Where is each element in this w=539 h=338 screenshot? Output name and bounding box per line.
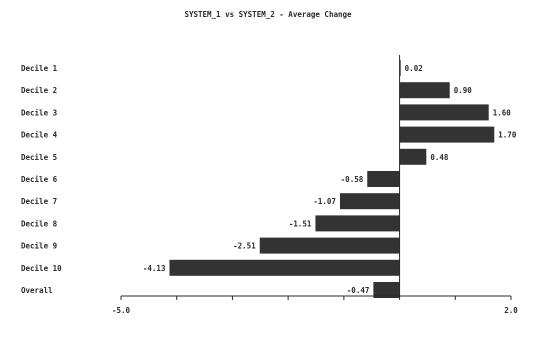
category-label-decile-1: Decile 1 — [21, 64, 58, 73]
x-tick-label-0: -5.0 — [112, 306, 131, 315]
bar-decile-10 — [169, 259, 400, 276]
category-label-decile-5: Decile 5 — [21, 153, 57, 162]
value-label-decile-8: -1.51 — [289, 219, 312, 228]
bar-decile-6 — [367, 171, 400, 187]
category-label-decile-6: Decile 6 — [21, 175, 58, 184]
bar-decile-2 — [399, 82, 450, 99]
category-label-decile-7: Decile 7 — [21, 197, 57, 206]
category-label-decile-4: Decile 4 — [21, 131, 58, 140]
category-label-decile-8: Decile 8 — [21, 219, 58, 228]
category-label-decile-9: Decile 9 — [21, 242, 58, 251]
value-label-decile-7: -1.07 — [313, 197, 336, 206]
value-label-decile-4: 1.70 — [498, 131, 517, 140]
value-label-decile-2: 0.90 — [454, 86, 473, 95]
category-label-decile-10: Decile 10 — [21, 264, 62, 273]
value-label-decile-5: 0.48 — [430, 153, 449, 162]
category-label-overall: Overall — [21, 286, 53, 295]
bar-decile-7 — [339, 193, 400, 210]
value-label-decile-6: -0.58 — [341, 175, 364, 184]
axis-layer: -5.0 2.0 — [112, 55, 518, 315]
chart-title: SYSTEM_1 vs SYSTEM_2 - Average Change — [184, 10, 352, 19]
bar-decile-8 — [315, 215, 400, 232]
value-label-overall: -0.47 — [347, 286, 370, 295]
bar-decile-9 — [259, 237, 400, 254]
bar-decile-3 — [399, 104, 489, 121]
value-label-decile-9: -2.51 — [233, 242, 256, 251]
bar-decile-5 — [399, 148, 427, 165]
value-label-decile-3: 1.60 — [493, 108, 512, 117]
x-tick-label-1: 2.0 — [504, 306, 518, 315]
labels-layer: Decile 1 0.02 Decile 2 0.90 Decile 3 1.60 Deci… — [21, 64, 517, 295]
category-label-decile-3: Decile 3 — [21, 108, 58, 117]
value-label-decile-1: 0.02 — [405, 64, 423, 73]
value-label-decile-10: -4.13 — [143, 264, 166, 273]
category-label-decile-2: Decile 2 — [21, 86, 57, 95]
bar-decile-4 — [399, 126, 495, 143]
bars-layer — [169, 60, 495, 298]
bar-overall — [373, 282, 400, 298]
bar-decile-1 — [399, 60, 401, 76]
